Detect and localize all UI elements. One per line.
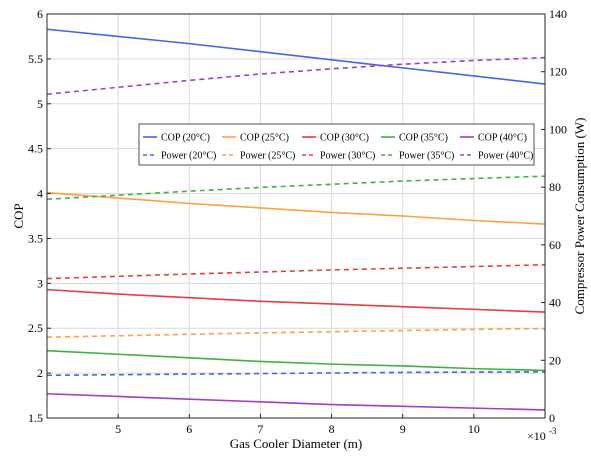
legend-label-2: COP (30°C) xyxy=(320,133,369,144)
series-line-2 xyxy=(46,288,546,313)
legend-label-0: COP (20°C) xyxy=(161,133,210,144)
series-line-3 xyxy=(46,349,546,372)
x-multiplier-exponent: -3 xyxy=(549,426,557,436)
legend-label-8: Power (35°C) xyxy=(399,151,454,162)
y-left-tick-label-4: 3.5 xyxy=(28,231,43,245)
x-tick-label-0: 5 xyxy=(115,422,121,436)
y-left-tick-label-0: 1.5 xyxy=(28,411,43,425)
x-tick-label-2: 7 xyxy=(257,422,263,436)
y-left-tick-label-7: 5 xyxy=(37,97,43,111)
legend-box xyxy=(138,123,535,166)
series-layer xyxy=(46,28,546,411)
x-axis-ticks: 5 6 7 8 9 10 xyxy=(115,414,480,436)
plot-frame xyxy=(46,13,546,419)
y-left-tick-label-1: 2 xyxy=(37,366,43,380)
y-left-tick-label-2: 2.5 xyxy=(28,321,43,335)
y-right-tick-label-0: 0 xyxy=(549,411,555,425)
series-line-0 xyxy=(46,28,546,85)
x-axis-label: Gas Cooler Diameter (m) xyxy=(230,436,362,451)
y-left-tick-label-3: 3 xyxy=(37,276,43,290)
series-line-5 xyxy=(46,371,546,377)
x-multiplier-base: ×10 xyxy=(527,429,546,443)
legend-label-9: Power (40°C) xyxy=(478,151,533,162)
x-tick-label-1: 6 xyxy=(186,422,192,436)
legend-item-7: Power (30°C) xyxy=(302,151,375,162)
y-right-tick-label-5: 100 xyxy=(549,122,567,136)
legend-item-0: COP (20°C) xyxy=(143,133,210,144)
legend-item-9: Power (40°C) xyxy=(460,151,533,162)
series-line-9 xyxy=(46,56,546,96)
legend-item-8: Power (35°C) xyxy=(381,151,454,162)
legend-item-6: Power (25°C) xyxy=(222,151,295,162)
series-line-4 xyxy=(46,392,546,411)
plot-area xyxy=(47,14,545,418)
legend-label-6: Power (25°C) xyxy=(240,151,295,162)
legend: COP (20°C) COP (25°C) COP (30°C) COP (35°C)… xyxy=(138,123,535,166)
y-left-tick-label-5: 4 xyxy=(37,187,43,201)
legend-item-3: COP (35°C) xyxy=(381,133,448,144)
y-left-tick-label-9: 6 xyxy=(37,7,43,21)
x-multiplier: ×10 -3 xyxy=(527,426,557,443)
y-right-axis-label: Compressor Power Consumption (W) xyxy=(572,118,587,315)
y-right-tick-label-3: 60 xyxy=(549,238,561,252)
y-right-tick-label-6: 120 xyxy=(549,65,567,79)
legend-item-4: COP (40°C) xyxy=(460,133,527,144)
x-tick-label-5: 10 xyxy=(468,422,480,436)
series-line-8 xyxy=(46,175,546,201)
legend-label-5: Power (20°C) xyxy=(161,151,216,162)
x-tick-label-4: 9 xyxy=(400,422,406,436)
legend-label-1: COP (25°C) xyxy=(240,133,289,144)
y-left-axis-ticks: 1.5 2 2.5 3 3.5 4 4.5 5 5.5 6 xyxy=(28,7,51,425)
legend-item-1: COP (25°C) xyxy=(222,133,289,144)
y-right-tick-label-2: 40 xyxy=(549,296,561,310)
y-right-tick-label-4: 80 xyxy=(549,180,561,194)
legend-item-2: COP (30°C) xyxy=(302,133,369,144)
x-tick-label-3: 8 xyxy=(329,422,335,436)
legend-label-3: COP (35°C) xyxy=(399,133,448,144)
y-right-axis-ticks: 0 20 40 60 80 100 120 140 xyxy=(541,7,567,425)
y-right-tick-label-7: 140 xyxy=(549,7,567,21)
legend-label-4: COP (40°C) xyxy=(478,133,527,144)
series-line-6 xyxy=(46,327,546,338)
series-line-1 xyxy=(46,191,546,225)
legend-item-5: Power (20°C) xyxy=(143,151,216,162)
y-left-tick-label-8: 5.5 xyxy=(28,52,43,66)
series-line-7 xyxy=(46,263,546,280)
y-right-tick-label-1: 20 xyxy=(549,353,561,367)
y-left-axis-label: COP xyxy=(11,203,26,228)
legend-label-7: Power (30°C) xyxy=(320,151,375,162)
y-left-tick-label-6: 4.5 xyxy=(28,142,43,156)
